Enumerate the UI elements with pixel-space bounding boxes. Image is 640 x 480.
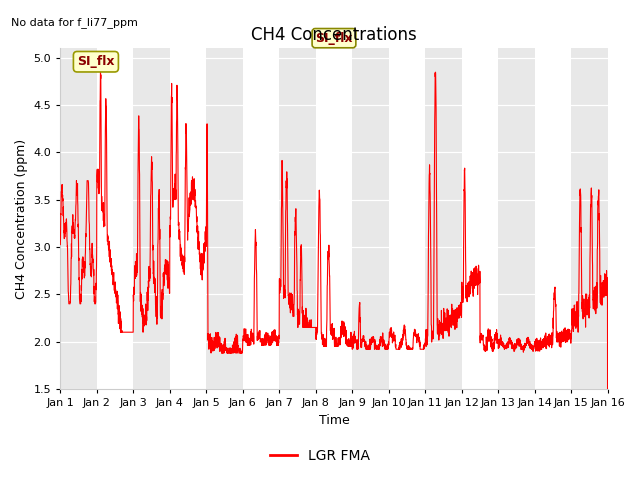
Bar <box>571 48 607 389</box>
Text: SI_flx: SI_flx <box>316 32 353 45</box>
Bar <box>498 48 534 389</box>
Legend: LGR FMA: LGR FMA <box>264 443 376 468</box>
Bar <box>206 48 243 389</box>
Bar <box>352 48 388 389</box>
Bar <box>133 48 170 389</box>
Text: No data for f_li77_ppm: No data for f_li77_ppm <box>11 17 138 28</box>
X-axis label: Time: Time <box>319 414 349 427</box>
Y-axis label: CH4 Concentration (ppm): CH4 Concentration (ppm) <box>15 139 28 299</box>
Title: CH4 Concentrations: CH4 Concentrations <box>251 26 417 44</box>
Bar <box>60 48 97 389</box>
Text: SI_flx: SI_flx <box>77 55 115 68</box>
Bar <box>279 48 316 389</box>
Bar <box>425 48 461 389</box>
